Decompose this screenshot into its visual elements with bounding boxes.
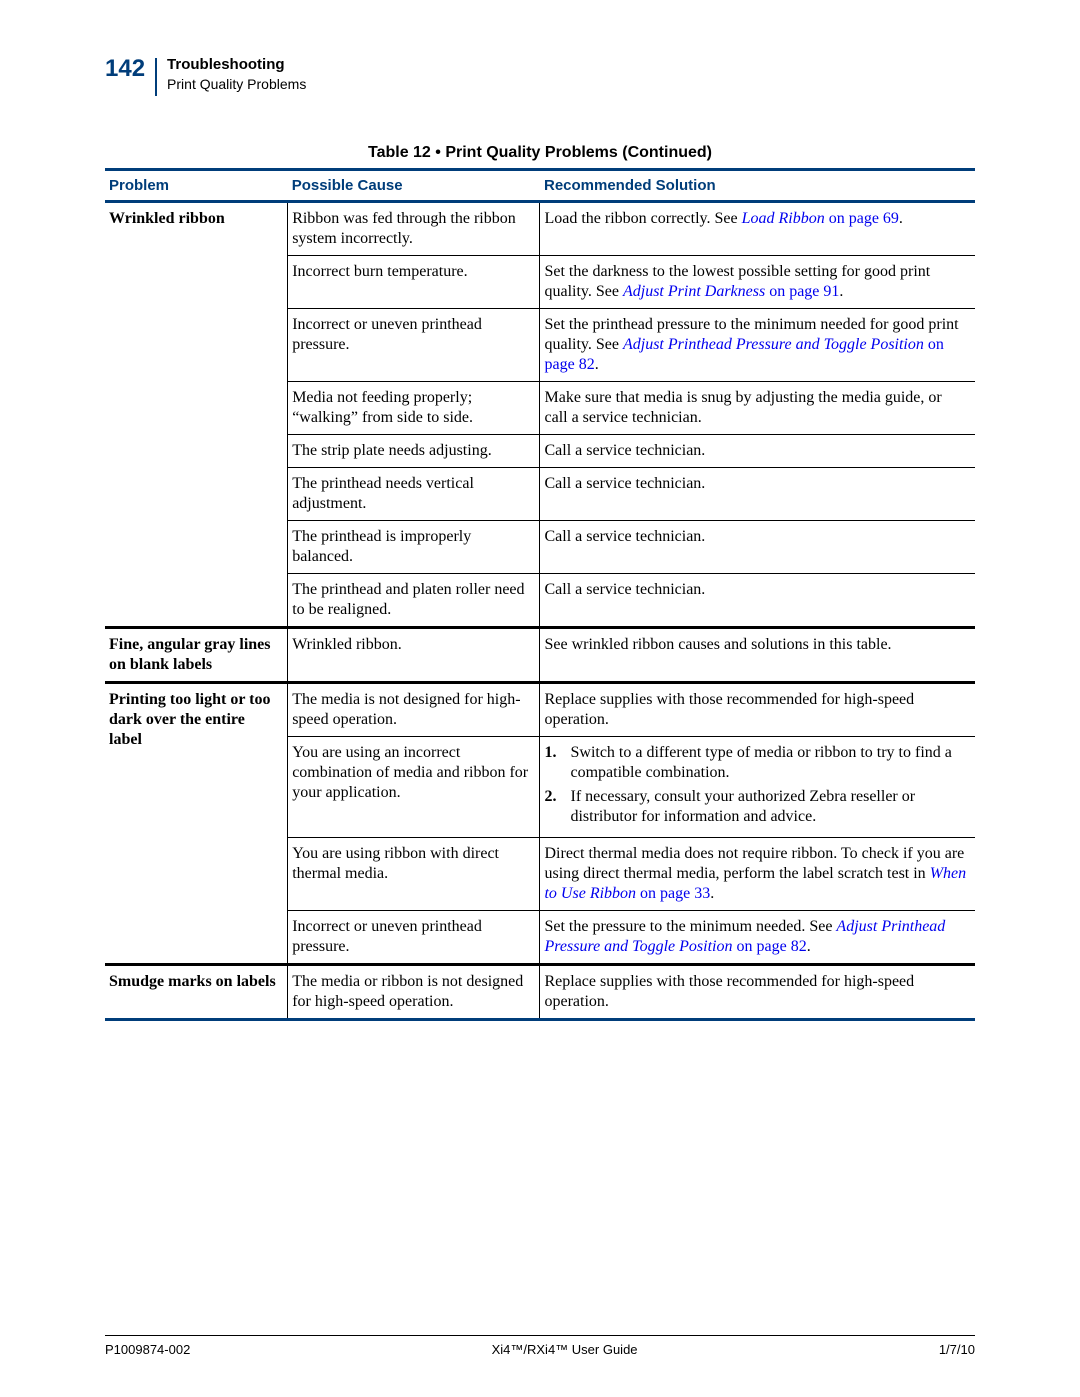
solution-list-item: If necessary, consult your authorized Ze… [544, 787, 967, 827]
header-text: Troubleshooting Print Quality Problems [167, 55, 306, 93]
page-number: 142 [105, 55, 145, 83]
solution-cell: Call a service technician. [540, 574, 975, 628]
cause-cell: The media is not designed for high-speed… [288, 683, 540, 737]
table-header-row: Problem Possible Cause Recommended Solut… [105, 170, 975, 202]
cause-cell: You are using ribbon with direct thermal… [288, 838, 540, 911]
table-row: Printing too light or too dark over the … [105, 683, 975, 737]
solution-text: Direct thermal media does not require ri… [544, 845, 964, 882]
footer-doc-number: P1009874-002 [105, 1342, 190, 1357]
period: . [899, 210, 903, 227]
cause-cell: The media or ribbon is not designed for … [288, 965, 540, 1020]
page-footer: P1009874-002 Xi4™/RXi4™ User Guide 1/7/1… [105, 1335, 975, 1357]
col-solution: Recommended Solution [540, 170, 975, 202]
solution-cell: Replace supplies with those recommended … [540, 683, 975, 737]
solution-cell: Set the printhead pressure to the minimu… [540, 309, 975, 382]
problem-cell: Smudge marks on labels [105, 965, 288, 1020]
page-container: 142 Troubleshooting Print Quality Proble… [0, 0, 1080, 1061]
solution-cell: See wrinkled ribbon causes and solutions… [540, 628, 975, 683]
period: . [839, 283, 843, 300]
chapter-title: Troubleshooting [167, 55, 306, 75]
table-row: Fine, angular gray lines on blank labels… [105, 628, 975, 683]
page-header: 142 Troubleshooting Print Quality Proble… [105, 55, 975, 96]
troubleshooting-table: Problem Possible Cause Recommended Solut… [105, 168, 975, 1021]
cause-cell: Incorrect burn temperature. [288, 256, 540, 309]
table-row: Wrinkled ribbon Ribbon was fed through t… [105, 202, 975, 256]
page-ref[interactable]: on page 82 [733, 938, 807, 955]
cause-cell: Ribbon was fed through the ribbon system… [288, 202, 540, 256]
page-ref[interactable]: on page 91 [765, 283, 839, 300]
period: . [595, 356, 599, 373]
solution-cell: Set the pressure to the minimum needed. … [540, 911, 975, 965]
cause-cell: Media not feeding properly; “walking” fr… [288, 382, 540, 435]
footer-guide-title: Xi4™/RXi4™ User Guide [492, 1342, 638, 1357]
section-title: Print Quality Problems [167, 75, 306, 93]
col-problem: Problem [105, 170, 288, 202]
solution-list: Switch to a different type of media or r… [544, 743, 967, 827]
page-ref[interactable]: on page 69 [825, 210, 899, 227]
solution-cell: Make sure that media is snug by adjustin… [540, 382, 975, 435]
table-row: Smudge marks on labels The media or ribb… [105, 965, 975, 1020]
link-adjust-darkness[interactable]: Adjust Print Darkness [623, 283, 765, 300]
solution-cell: Call a service technician. [540, 468, 975, 521]
page-ref[interactable]: on page 33 [636, 885, 710, 902]
problem-cell: Wrinkled ribbon [105, 202, 288, 628]
header-divider [155, 58, 157, 96]
cause-cell: Wrinkled ribbon. [288, 628, 540, 683]
cause-cell: You are using an incorrect combination o… [288, 737, 540, 838]
solution-cell: Load the ribbon correctly. See Load Ribb… [540, 202, 975, 256]
cause-cell: The strip plate needs adjusting. [288, 435, 540, 468]
problem-cell: Fine, angular gray lines on blank labels [105, 628, 288, 683]
solution-cell: Switch to a different type of media or r… [540, 737, 975, 838]
cause-cell: The printhead is improperly balanced. [288, 521, 540, 574]
solution-list-item: Switch to a different type of media or r… [544, 743, 967, 783]
footer-date: 1/7/10 [939, 1342, 975, 1357]
cause-cell: The printhead and platen roller need to … [288, 574, 540, 628]
period: . [710, 885, 714, 902]
solution-cell: Call a service technician. [540, 521, 975, 574]
period: . [807, 938, 811, 955]
problem-cell: Printing too light or too dark over the … [105, 683, 288, 965]
cause-cell: Incorrect or uneven printhead pressure. [288, 309, 540, 382]
cause-cell: The printhead needs vertical adjustment. [288, 468, 540, 521]
solution-cell: Set the darkness to the lowest possible … [540, 256, 975, 309]
link-adjust-printhead[interactable]: Adjust Printhead Pressure and Toggle Pos… [623, 336, 924, 353]
solution-text: Set the pressure to the minimum needed. … [544, 918, 836, 935]
solution-cell: Replace supplies with those recommended … [540, 965, 975, 1020]
link-load-ribbon[interactable]: Load Ribbon [742, 210, 825, 227]
cause-cell: Incorrect or uneven printhead pressure. [288, 911, 540, 965]
solution-text: Load the ribbon correctly. See [544, 210, 741, 227]
solution-cell: Direct thermal media does not require ri… [540, 838, 975, 911]
solution-cell: Call a service technician. [540, 435, 975, 468]
table-caption: Table 12 • Print Quality Problems (Conti… [105, 144, 975, 162]
col-cause: Possible Cause [288, 170, 540, 202]
